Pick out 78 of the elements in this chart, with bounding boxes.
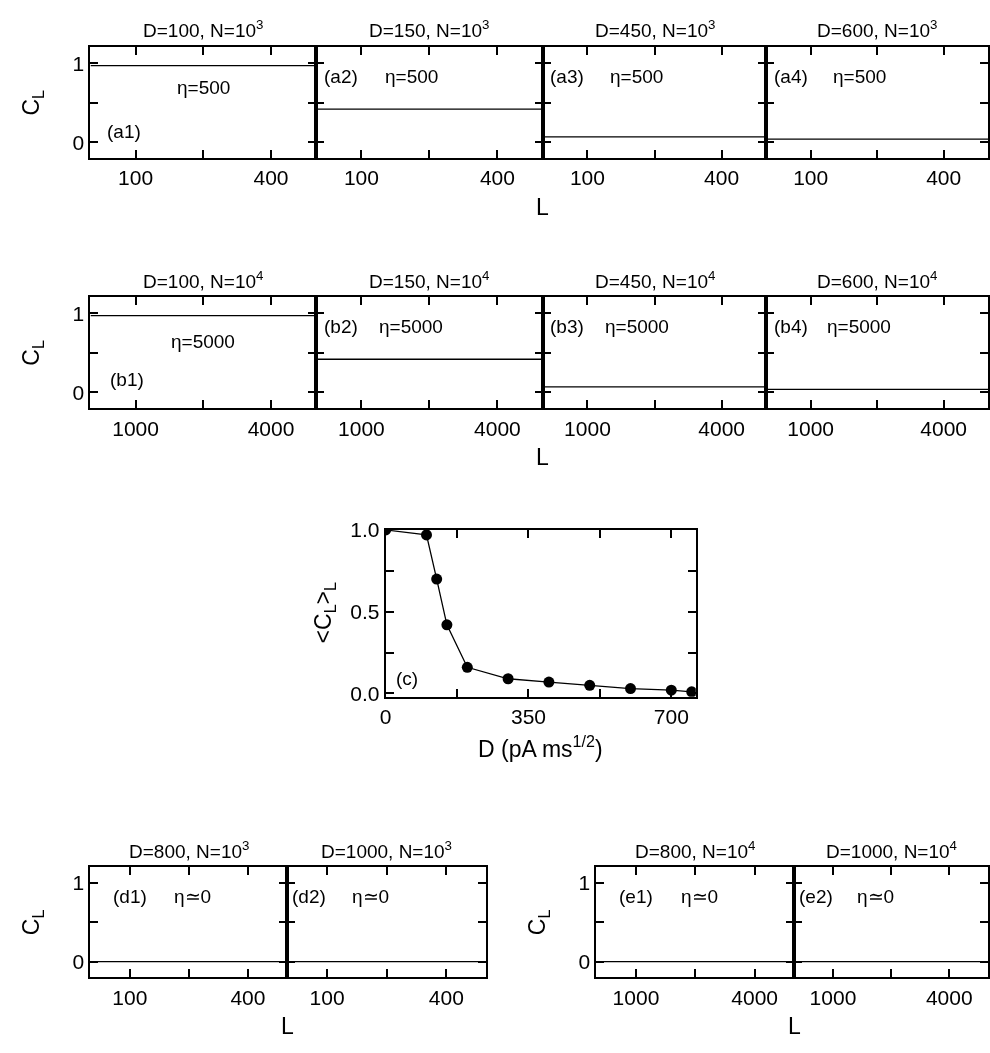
x-tick-label: 100 — [118, 166, 154, 190]
annotation: (a3) — [550, 66, 584, 87]
x-tick-label: 700 — [653, 704, 689, 728]
chart-title: D=1000, N=10$^{4}$ — [826, 838, 957, 862]
chart-title: D=1000, N=10$^{3}$ — [321, 838, 452, 862]
x-tick-label: 4000 — [925, 985, 973, 1009]
y-tick-label: 0.5 — [350, 600, 380, 624]
y-tick-label: 1.0 — [350, 518, 380, 542]
x-tick-label: 1000 — [338, 416, 385, 440]
x-tick-label: 4000 — [247, 416, 295, 440]
x-axis-title: L — [536, 194, 549, 220]
x-tick-label: 400 — [230, 985, 266, 1009]
x-axis-title: L — [281, 1013, 294, 1039]
x-tick-label: 4000 — [731, 985, 778, 1009]
y-tick-label: 1 — [578, 871, 591, 895]
y-tick-label: 1 — [72, 51, 85, 75]
annotation: η=5000 — [605, 316, 669, 337]
x-tick-label: 350 — [510, 704, 547, 728]
chart-title: D=150, N=10$^{3}$ — [369, 17, 490, 41]
annotation: η≃0 — [681, 886, 719, 907]
x-tick-label: 4000 — [474, 416, 521, 440]
annotation: (d2) — [292, 886, 326, 907]
x-tick-label: 4000 — [698, 416, 745, 440]
x-axis-title: L — [536, 444, 549, 470]
x-tick-label: 1000 — [612, 985, 660, 1009]
x-axis-title: D (pA ms$^{1/2}$) — [478, 732, 603, 762]
annotation: (e2) — [799, 886, 833, 907]
x-tick-label: 1000 — [809, 985, 857, 1009]
y-tick-label: 0 — [72, 949, 85, 973]
y-tick-label: 1 — [72, 301, 85, 325]
annotation: η=500 — [385, 66, 439, 87]
x-tick-label: 100 — [793, 166, 829, 190]
x-tick-label: 4000 — [920, 416, 968, 440]
annotation: (a2) — [324, 66, 358, 87]
annotation: η≃0 — [174, 886, 212, 907]
annotation: (b2) — [324, 316, 358, 337]
annotation: η=500 — [833, 66, 887, 87]
y-tick-label: 0 — [72, 380, 85, 404]
chart-title: D=450, N=10$^{3}$ — [595, 17, 716, 41]
annotation: η=5000 — [171, 331, 235, 352]
x-tick-label: 1000 — [787, 416, 835, 440]
x-tick-label: 400 — [253, 166, 289, 190]
chart-title: D=800, N=10$^{4}$ — [635, 838, 756, 862]
x-tick-label: 400 — [479, 166, 515, 190]
annotation: η=5000 — [379, 316, 443, 337]
y-tick-label: 1 — [72, 871, 85, 895]
annotation: η≃0 — [857, 886, 895, 907]
y-tick-label: 0 — [72, 130, 85, 154]
x-tick-label: 1000 — [112, 416, 159, 440]
x-tick-label: 100 — [309, 985, 345, 1009]
x-tick-label: 100 — [112, 985, 148, 1009]
annotation: (a1) — [107, 121, 141, 142]
chart-title: D=800, N=10$^{3}$ — [129, 838, 250, 862]
annotation: (e1) — [619, 886, 653, 907]
chart-title: D=100, N=10$^{4}$ — [143, 268, 264, 292]
annotation: (b4) — [774, 316, 808, 337]
annotation: (b3) — [550, 316, 584, 337]
x-axis-title: L — [788, 1013, 801, 1039]
chart-title: D=150, N=10$^{4}$ — [369, 268, 490, 292]
x-tick-label: 400 — [926, 166, 962, 190]
chart-title: D=100, N=10$^{3}$ — [143, 17, 264, 41]
x-tick-label: 1000 — [564, 416, 611, 440]
y-tick-label: 0.0 — [350, 681, 380, 705]
annotation: (b1) — [110, 369, 144, 390]
annotation: (a4) — [774, 66, 808, 87]
chart-title: D=600, N=10$^{4}$ — [817, 268, 938, 292]
annotation: (d1) — [113, 886, 147, 907]
annotation: η=500 — [177, 77, 231, 98]
x-tick-label: 400 — [704, 166, 740, 190]
x-tick-label: 100 — [343, 166, 379, 190]
chart-title: D=600, N=10$^{3}$ — [817, 17, 938, 41]
annotation: η=5000 — [827, 316, 891, 337]
annotation: η≃0 — [352, 886, 390, 907]
x-tick-label: 400 — [428, 985, 464, 1009]
x-tick-label: 100 — [569, 166, 605, 190]
annotation: η=500 — [610, 66, 664, 87]
chart-title: D=450, N=10$^{4}$ — [595, 268, 716, 292]
annotation: (c) — [396, 668, 419, 689]
